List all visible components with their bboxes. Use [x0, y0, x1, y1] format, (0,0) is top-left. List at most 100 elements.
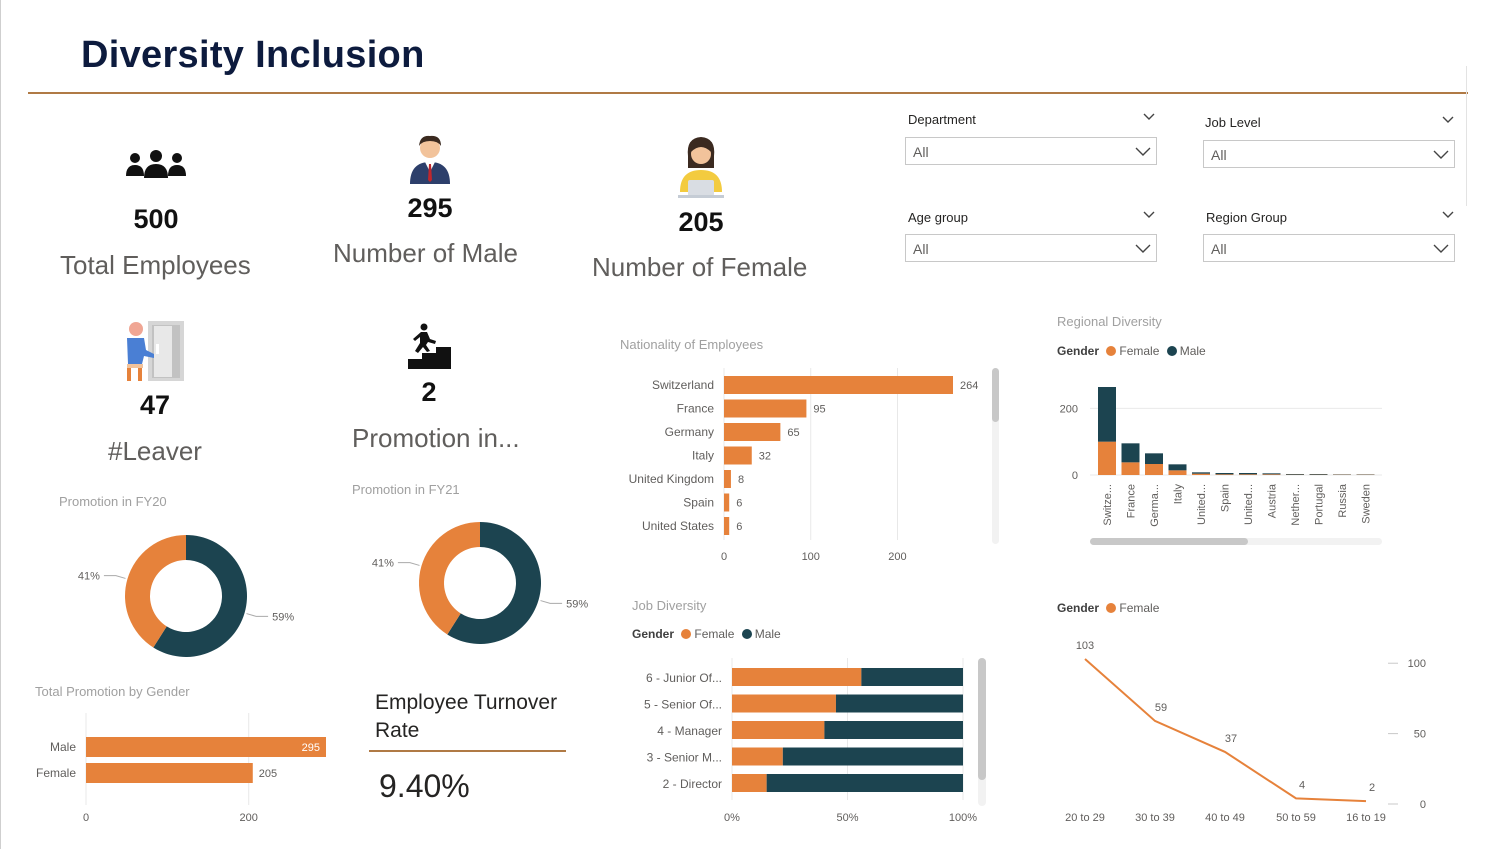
bar — [86, 737, 326, 757]
bar-segment-female — [1145, 464, 1163, 475]
donut-slice-female — [124, 535, 186, 648]
data-label: 2 — [1369, 782, 1375, 794]
legend-female: Female — [1119, 344, 1160, 358]
chevron-down-icon[interactable] — [1441, 115, 1455, 125]
bar-segment-male — [782, 747, 963, 766]
turnover-title: Employee Turnover Rate — [375, 691, 558, 742]
age-group-dropdown-value: All — [913, 241, 929, 257]
promo-fy20-title: Promotion in FY20 — [59, 494, 167, 509]
data-label: 103 — [1076, 640, 1094, 652]
donut-slice-female — [419, 522, 480, 635]
y-tick-label: 0 — [1420, 799, 1426, 811]
x-tick-label: Russia — [1337, 483, 1349, 518]
kpi-male-value: 295 — [407, 193, 453, 223]
legend-female: Female — [1119, 601, 1160, 615]
donut-label: 41% — [372, 558, 394, 570]
legend-female-marker — [681, 629, 692, 639]
bar-segment-male — [1215, 473, 1234, 475]
slicer-job-level-title: Job Level — [1205, 115, 1261, 130]
data-label: 8 — [738, 474, 744, 486]
bar-segment-male — [1145, 453, 1163, 464]
slicer-region-group-title: Region Group — [1206, 210, 1287, 225]
donut-label: 59% — [272, 611, 294, 623]
region-group-dropdown-value: All — [1211, 241, 1227, 257]
job-title: Job Diversity — [632, 598, 707, 613]
bar-segment-male — [1309, 474, 1328, 475]
slicer-department-title: Department — [908, 112, 976, 127]
chevron-down-icon — [1433, 244, 1449, 253]
department-dropdown[interactable]: All — [905, 137, 1157, 165]
y-tick-label: 50 — [1414, 729, 1426, 741]
chevron-down-icon — [1135, 147, 1151, 156]
category-label: France — [677, 402, 715, 416]
kpi-female-value: 205 — [678, 207, 724, 237]
data-label: 6 — [736, 521, 742, 533]
y-tick-label: 0 — [1072, 470, 1078, 482]
total-promo-title: Total Promotion by Gender — [35, 684, 190, 699]
bar-segment-female — [732, 721, 825, 739]
turnover-divider — [369, 750, 566, 752]
legend-title: Gender — [1057, 344, 1100, 358]
donut-label: 41% — [78, 571, 100, 583]
chevron-down-icon[interactable] — [1142, 112, 1156, 122]
y-tick-label: 100 — [1408, 658, 1426, 670]
legend-female: Female — [694, 627, 735, 641]
category-label: Male — [50, 740, 76, 754]
x-tick-label: 0 — [83, 812, 89, 824]
kpi-leaver-label: #Leaver — [108, 436, 202, 466]
bar — [724, 399, 807, 418]
x-tick-label: 40 to 49 — [1205, 812, 1245, 824]
donut-slice-male — [447, 522, 541, 644]
age-chart: 0 50 100 103 59 37 4 2 20 to 29 30 to 39 40 to 49 5… — [1065, 640, 1426, 824]
x-tick-label: 200 — [240, 812, 258, 824]
x-tick-label: Austria — [1267, 483, 1279, 518]
category-label: Germany — [665, 425, 714, 439]
stairs-climb-icon — [406, 323, 452, 374]
data-label: 32 — [759, 451, 771, 463]
nationality-chart: 0 100 200 Switzerland 264 France 95 Germany 65 It… — [629, 368, 999, 563]
legend-male: Male — [1179, 344, 1206, 358]
x-tick-label: 16 to 19 — [1346, 812, 1386, 824]
x-tick-label: Portugal — [1314, 484, 1326, 525]
x-tick-label: 100% — [949, 812, 977, 824]
slicer-age-group-title: Age group — [908, 210, 968, 225]
bar-segment-female — [1121, 462, 1140, 475]
bar-segment-male — [1262, 473, 1281, 475]
bar-segment-male — [861, 668, 963, 686]
bar-segment-female — [732, 694, 836, 713]
category-label: Switzerland — [652, 378, 714, 392]
x-tick-label: Switze... — [1102, 484, 1114, 526]
bar-segment-male — [1192, 472, 1210, 474]
data-label: 65 — [787, 427, 799, 439]
region-group-dropdown[interactable]: All — [1203, 234, 1455, 262]
donut-leader-line — [397, 562, 420, 566]
x-tick-label: 0% — [724, 812, 740, 824]
nationality-title: Nationality of Employees — [620, 337, 764, 352]
x-tick-label: 50 to 59 — [1276, 812, 1316, 824]
bar-segment-female — [1168, 470, 1187, 475]
line-series-female — [1084, 658, 1367, 803]
kpi-total-label: Total Employees — [60, 250, 251, 280]
bar-segment-female — [732, 747, 783, 766]
x-tick-label: 30 to 39 — [1135, 812, 1175, 824]
age-group-dropdown[interactable]: All — [905, 234, 1157, 262]
bar-segment-female — [732, 774, 767, 792]
bar-segment-male — [1286, 474, 1304, 475]
job-level-dropdown[interactable]: All — [1203, 140, 1455, 168]
regional-title: Regional Diversity — [1057, 314, 1162, 329]
kpi-leaver-value: 47 — [139, 390, 171, 420]
x-tick-label: Nether... — [1290, 484, 1302, 526]
x-tick-label: Germa... — [1149, 484, 1161, 527]
bar-segment-female — [1098, 441, 1116, 475]
donut-slice-male — [153, 535, 247, 657]
chevron-down-icon[interactable] — [1142, 210, 1156, 220]
chevron-down-icon[interactable] — [1441, 210, 1455, 220]
bar-segment-male — [1121, 443, 1140, 463]
bar-segment-female — [1192, 473, 1210, 475]
promo-fy21-donut: 59% 41% — [372, 522, 588, 644]
title-divider — [28, 92, 1468, 94]
donut-leader-line — [246, 613, 269, 617]
bar-segment-male — [1239, 473, 1257, 475]
category-label: Italy — [692, 449, 714, 463]
bar — [724, 493, 730, 512]
